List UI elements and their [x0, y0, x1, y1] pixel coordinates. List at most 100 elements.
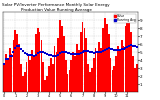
Bar [59, 20, 61, 92]
Bar [43, 62, 44, 92]
Point [87, 50, 89, 52]
Point [23, 52, 26, 54]
Point [25, 53, 28, 55]
Point [124, 47, 127, 49]
Point [42, 51, 45, 53]
Bar [13, 40, 14, 92]
Bar [115, 56, 117, 92]
Point [12, 51, 15, 52]
Point [74, 53, 76, 55]
Text: Solar PV/Inverter Performance Monthly Solar Energy Production Value Running Aver: Solar PV/Inverter Performance Monthly So… [2, 3, 110, 12]
Point [122, 48, 125, 50]
Bar [112, 70, 113, 92]
Point [3, 63, 5, 65]
Bar [48, 66, 50, 92]
Point [21, 50, 24, 52]
Bar [9, 48, 11, 92]
Point [130, 45, 132, 46]
Point [109, 48, 112, 49]
Bar [28, 56, 29, 92]
Point [27, 54, 30, 55]
Bar [123, 46, 124, 92]
Bar [24, 72, 25, 92]
Point [132, 45, 134, 46]
Bar [15, 30, 16, 92]
Bar [97, 52, 98, 92]
Bar [61, 26, 63, 92]
Point [33, 55, 35, 56]
Bar [127, 16, 128, 92]
Point [119, 49, 121, 50]
Bar [117, 46, 119, 92]
Point [35, 54, 37, 55]
Bar [41, 40, 42, 92]
Point [111, 48, 114, 50]
Point [50, 55, 52, 56]
Bar [69, 70, 70, 92]
Point [36, 52, 39, 54]
Point [133, 45, 136, 47]
Point [57, 54, 60, 56]
Point [14, 47, 17, 49]
Bar [3, 64, 5, 92]
Bar [91, 68, 93, 92]
Bar [22, 76, 24, 92]
Point [18, 46, 20, 47]
Bar [35, 34, 37, 92]
Point [128, 45, 131, 47]
Bar [110, 58, 111, 92]
Point [51, 55, 54, 57]
Bar [136, 64, 137, 92]
Bar [67, 74, 68, 92]
Point [96, 51, 99, 53]
Point [61, 51, 63, 53]
Bar [85, 38, 87, 92]
Bar [71, 60, 72, 92]
Bar [26, 62, 27, 92]
Bar [78, 50, 80, 92]
Bar [76, 44, 78, 92]
Point [76, 53, 78, 55]
Bar [99, 42, 100, 92]
Bar [52, 64, 53, 92]
Point [79, 52, 82, 54]
Bar [102, 28, 104, 92]
Point [63, 51, 65, 52]
Bar [65, 60, 67, 92]
Bar [44, 80, 46, 92]
Bar [50, 58, 52, 92]
Point [89, 51, 91, 52]
Legend: Value, Running Avg: Value, Running Avg [114, 14, 136, 23]
Point [31, 55, 33, 56]
Bar [121, 40, 123, 92]
Bar [16, 34, 18, 92]
Bar [54, 46, 55, 92]
Point [20, 48, 22, 49]
Bar [119, 50, 121, 92]
Point [59, 53, 61, 54]
Point [92, 52, 95, 53]
Bar [46, 76, 48, 92]
Bar [57, 38, 59, 92]
Point [66, 52, 69, 53]
Point [44, 52, 47, 54]
Point [91, 51, 93, 53]
Bar [108, 34, 109, 92]
Point [81, 51, 84, 53]
Bar [56, 52, 57, 92]
Bar [63, 36, 65, 92]
Point [29, 54, 32, 56]
Bar [134, 68, 136, 92]
Point [102, 50, 104, 52]
Point [46, 53, 48, 55]
Bar [125, 26, 126, 92]
Point [48, 54, 50, 56]
Point [7, 58, 9, 59]
Point [107, 48, 110, 49]
Point [38, 51, 41, 53]
Point [64, 51, 67, 53]
Point [100, 51, 103, 53]
Point [117, 49, 119, 50]
Bar [72, 52, 74, 92]
Point [115, 49, 117, 51]
